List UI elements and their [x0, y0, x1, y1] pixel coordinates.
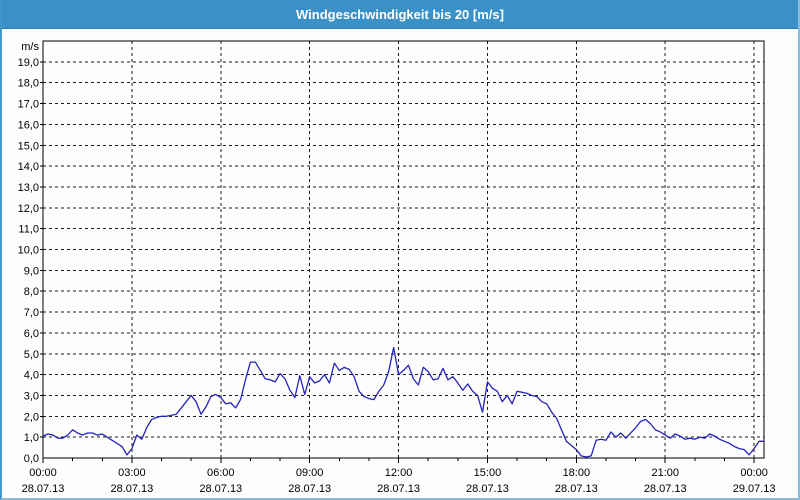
wind-speed-line	[42, 346, 764, 458]
y-axis-unit-label: m/s	[21, 41, 39, 53]
y-axis-label: 15,0	[18, 140, 39, 152]
x-axis-date-label: 28.07.13	[199, 483, 242, 495]
x-axis-time-label: 03:00	[118, 467, 146, 479]
x-axis-date-label: 28.07.13	[466, 483, 509, 495]
x-axis-time-label: 09:00	[296, 467, 324, 479]
y-axis-label: 2,0	[24, 411, 39, 423]
x-axis-time-label: 00:00	[29, 467, 57, 479]
title-bar: Windgeschwindigkeit bis 20 [m/s]	[2, 0, 798, 29]
y-axis-label: 18,0	[18, 78, 39, 90]
y-axis-label: 11,0	[18, 224, 39, 236]
y-axis-label: 8,0	[24, 286, 39, 298]
x-axis-date-label: 28.07.13	[22, 483, 65, 495]
y-axis-label: 16,0	[18, 119, 39, 131]
x-axis-time-label: 18:00	[563, 467, 591, 479]
y-axis-label: 14,0	[18, 161, 39, 173]
y-axis-label: 9,0	[24, 265, 39, 277]
y-axis-label: 4,0	[24, 370, 39, 382]
x-axis-time-label: 15:00	[474, 467, 502, 479]
y-axis-label: 7,0	[24, 307, 39, 319]
x-axis-date-label: 28.07.13	[555, 483, 598, 495]
x-axis-date-label: 28.07.13	[377, 483, 420, 495]
y-axis-label: 10,0	[18, 245, 39, 257]
wind-speed-chart: m/s 19,0 18,0 17,0 16,0 15,0 14,0 13,0 12,0 11,0 1…	[18, 40, 776, 495]
y-axis-label: 12,0	[18, 203, 39, 215]
x-axis-date-label: 28.07.13	[644, 483, 687, 495]
plot-border	[42, 40, 765, 459]
x-axis-time-label: 21:00	[651, 467, 679, 479]
y-axis-label: 17,0	[18, 99, 39, 111]
y-axis-label: 3,0	[24, 390, 39, 402]
y-axis-label: 19,0	[18, 57, 39, 69]
y-axis-label: 6,0	[24, 328, 39, 340]
y-axis-label: 0,0	[24, 453, 39, 465]
y-axis-label: 1,0	[24, 432, 39, 444]
x-axis-time-label: 12:00	[385, 467, 413, 479]
x-axis-date-label: 28.07.13	[110, 483, 153, 495]
x-axis-date-label: 28.07.13	[288, 483, 331, 495]
x-axis-time-label: 00:00	[740, 467, 768, 479]
x-axis-date-label: 29.07.13	[733, 483, 776, 495]
chart-title: Windgeschwindigkeit bis 20 [m/s]	[296, 6, 504, 22]
y-axis-label: 13,0	[18, 182, 39, 194]
x-axis-time-label: 06:00	[207, 467, 235, 479]
y-axis-label: 5,0	[24, 349, 39, 361]
